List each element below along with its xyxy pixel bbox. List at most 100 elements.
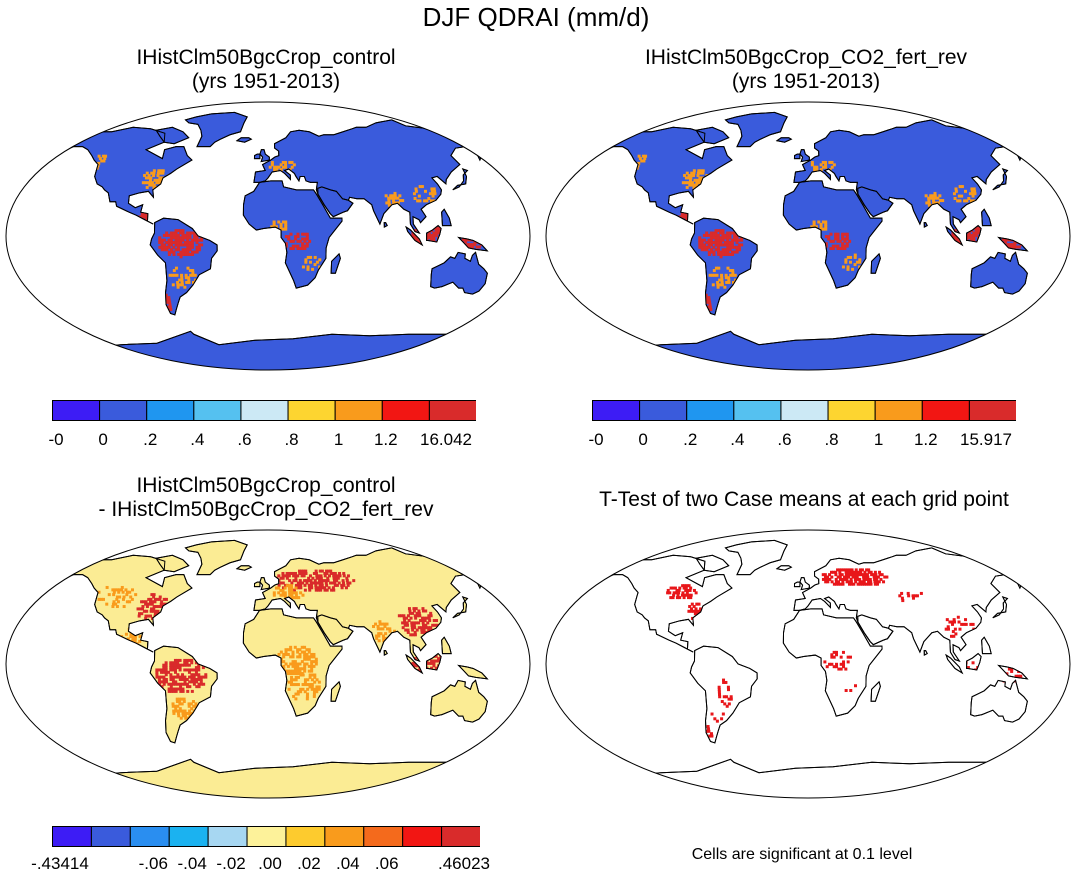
control-philippines (441, 208, 452, 227)
ttest-hotspot-3 (717, 678, 733, 708)
panel-title-bottom-left: IHistClm50BgcCrop_control - IHistClm50Bg… (16, 474, 516, 522)
panel-title-top-left: IHistClm50BgcCrop_control (yrs 1951-2013… (16, 46, 516, 94)
difference-antarctica (45, 758, 493, 798)
colorbar-control (52, 400, 476, 421)
ttest-south-america (689, 645, 758, 744)
colorbar-difference-label-3: -.02 (216, 854, 246, 873)
colorbar-co2-fert-rev-swatch-0 (592, 400, 641, 421)
control-hotspot-2 (168, 266, 198, 289)
colorbar-co2-fert-rev-label-2: .2 (683, 430, 698, 449)
co2-fert-rev-map-border (545, 101, 1071, 371)
colorbar-control-swatch-8 (428, 400, 476, 421)
ttest-map-border (545, 529, 1071, 799)
colorbar-difference-label-8: .46023 (438, 854, 490, 873)
ttest-africa (782, 608, 883, 717)
difference-hotspot-8 (397, 607, 439, 637)
colorbar-difference-swatch-2 (129, 826, 170, 847)
map-difference (5, 529, 531, 799)
difference-map-border (5, 529, 531, 799)
colorbar-difference-swatch-10 (441, 826, 480, 847)
colorbar-co2-fert-rev-swatch-5 (827, 400, 876, 421)
colorbar-control-label-2: .2 (143, 430, 158, 449)
colorbar-co2-fert-rev-swatch-2 (686, 400, 735, 421)
colorbar-difference-label-7: .06 (374, 854, 399, 873)
colorbar-control-swatch-6 (334, 400, 383, 421)
colorbar-difference (52, 826, 480, 847)
map-co2-fert-rev (545, 101, 1071, 371)
colorbar-co2-fert-rev (592, 400, 1016, 421)
colorbar-difference-label-1: -.06 (138, 854, 168, 873)
colorbar-difference-swatch-5 (246, 826, 287, 847)
ttest-hotspot-7 (944, 615, 976, 638)
colorbar-control-label-6: 1 (333, 430, 344, 449)
ttest-north-america (587, 554, 733, 653)
colorbar-control-swatch-5 (287, 400, 336, 421)
colorbar-co2-fert-rev-swatch-7 (921, 400, 970, 421)
map-ttest (545, 529, 1071, 799)
ttest-philippines (981, 636, 992, 655)
colorbar-control-swatch-1 (99, 400, 148, 421)
panel-title-top-right-line2: (yrs 1951-2013) (731, 70, 881, 93)
difference-hotspot-7 (287, 673, 321, 701)
co2-fert-rev-hotspot-12 (841, 253, 862, 271)
colorbar-co2-fert-rev-label-1: 0 (638, 430, 648, 449)
colorbar-control-label-8: 16.042 (420, 430, 472, 449)
colorbar-control-swatch-3 (193, 400, 242, 421)
control-hotspot-0 (158, 229, 204, 259)
colorbar-control-label-4: .6 (237, 430, 252, 449)
colorbar-difference-label-4: .00 (258, 854, 282, 873)
colorbar-difference-swatch-8 (363, 826, 404, 847)
ttest-hotspot-5 (823, 650, 852, 671)
control-hotspot-3 (284, 232, 312, 251)
panel-title-top-right: IHistClm50BgcCrop_CO2_fert_rev (yrs 1951… (556, 46, 1056, 94)
colorbar-difference-swatch-9 (402, 826, 443, 847)
ttest-hotspot-8 (898, 591, 923, 603)
figure-title: DJF QDRAI (mm/d) (422, 2, 650, 32)
colorbar-difference-swatch-1 (90, 826, 131, 847)
co2-fert-rev-hotspot-8 (952, 185, 977, 203)
panel-title-bottom-right-line1: T-Test of two Case means at each grid po… (599, 488, 1009, 511)
panel-title-top-left-line2: (yrs 1951-2013) (191, 70, 341, 93)
panel-title-bottom-left-line1: IHistClm50BgcCrop_control (136, 474, 396, 497)
colorbar-co2-fert-rev-swatch-4 (780, 400, 829, 421)
difference-hotspot-5 (272, 584, 305, 600)
colorbar-control-label-0: -0 (48, 430, 64, 449)
colorbar-difference-swatch-3 (168, 826, 209, 847)
ttest-antarctica (585, 758, 1033, 798)
colorbar-co2-fert-rev-label-7: 1.2 (913, 430, 938, 449)
colorbar-control-label-5: .8 (284, 430, 299, 449)
colorbar-difference-label-5: .02 (297, 854, 321, 873)
panel-title-bottom-right: T-Test of two Case means at each grid po… (536, 488, 1072, 512)
difference-hotspot-4 (275, 569, 356, 592)
colorbar-co2-fert-rev-label-3: .4 (730, 430, 745, 449)
panel-title-top-left-line1: IHistClm50BgcCrop_control (136, 46, 396, 69)
ttest-hotspot-4 (710, 712, 725, 723)
colorbar-control-swatch-4 (240, 400, 289, 421)
control-map-border (5, 101, 531, 371)
difference-philippines (441, 636, 452, 655)
co2-fert-rev-antarctica (585, 330, 1033, 370)
colorbar-difference-label-2: -.04 (177, 854, 207, 873)
co2-fert-rev-hotspot-3 (824, 232, 852, 251)
colorbar-co2-fert-rev-swatch-3 (733, 400, 782, 421)
co2-fert-rev-hotspot-2 (708, 266, 738, 289)
colorbar-co2-fert-rev-label-8: 15.917 (960, 430, 1012, 449)
colorbar-difference-label-6: .04 (335, 854, 360, 873)
colorbar-control-labels: -0 0 .2 .4 .6 .8 1 1.2 16.042 (48, 430, 476, 450)
colorbar-control-swatch-0 (52, 400, 101, 421)
colorbar-control-swatch-2 (146, 400, 195, 421)
colorbar-difference-labels: -.43414 -.06 -.04 -.02 .00 .02 .04 .06 .46023 (31, 854, 490, 874)
colorbar-co2-fert-rev-labels: -0 0 .2 .4 .6 .8 1 1.2 15.917 (588, 430, 1016, 450)
ttest-note: Cells are significant at 0.1 level (691, 846, 913, 863)
ttest-hotspot-2 (687, 602, 704, 620)
colorbar-difference-swatch-0 (52, 826, 92, 847)
colorbar-difference-swatch-7 (324, 826, 365, 847)
panel-title-bottom-left-line2: - IHistClm50BgcCrop_CO2_fert_rev (98, 498, 434, 521)
colorbar-co2-fert-rev-label-0: -0 (588, 430, 604, 449)
ttest-hotspot-1 (666, 584, 698, 600)
colorbar-difference-swatch-4 (207, 826, 248, 847)
map-control (5, 101, 531, 371)
colorbar-co2-fert-rev-label-6: 1 (873, 430, 884, 449)
control-hotspot-12 (301, 255, 322, 271)
colorbar-control-label-3: .4 (190, 430, 205, 449)
